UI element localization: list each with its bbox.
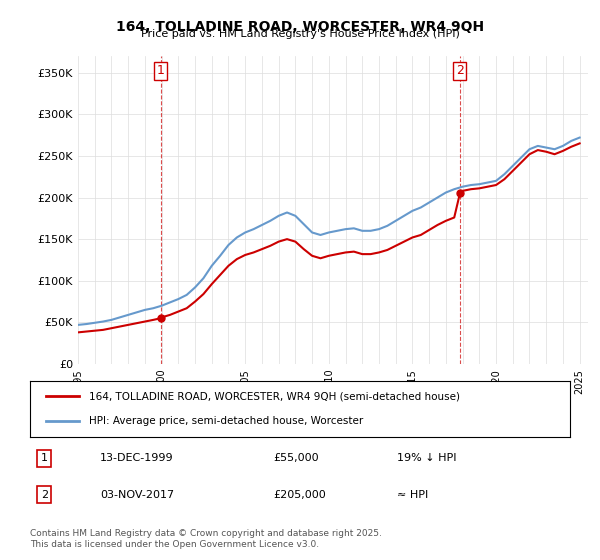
Text: HPI: Average price, semi-detached house, Worcester: HPI: Average price, semi-detached house,… [89, 416, 364, 426]
Text: 2: 2 [41, 490, 48, 500]
Text: 1: 1 [157, 64, 165, 77]
Text: Price paid vs. HM Land Registry's House Price Index (HPI): Price paid vs. HM Land Registry's House … [140, 29, 460, 39]
Text: £205,000: £205,000 [273, 490, 326, 500]
Text: 2: 2 [456, 64, 464, 77]
Text: Contains HM Land Registry data © Crown copyright and database right 2025.
This d: Contains HM Land Registry data © Crown c… [30, 529, 382, 549]
Text: 03-NOV-2017: 03-NOV-2017 [100, 490, 175, 500]
Text: 164, TOLLADINE ROAD, WORCESTER, WR4 9QH: 164, TOLLADINE ROAD, WORCESTER, WR4 9QH [116, 20, 484, 34]
Text: 19% ↓ HPI: 19% ↓ HPI [397, 454, 457, 464]
Text: 164, TOLLADINE ROAD, WORCESTER, WR4 9QH (semi-detached house): 164, TOLLADINE ROAD, WORCESTER, WR4 9QH … [89, 391, 460, 402]
Text: ≈ HPI: ≈ HPI [397, 490, 428, 500]
Text: 1: 1 [41, 454, 48, 464]
Text: £55,000: £55,000 [273, 454, 319, 464]
Text: 13-DEC-1999: 13-DEC-1999 [100, 454, 174, 464]
